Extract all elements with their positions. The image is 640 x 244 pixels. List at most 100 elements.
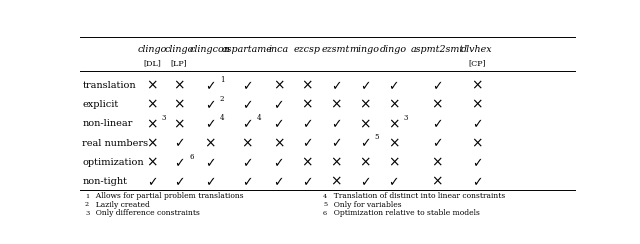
Text: $\checkmark$: $\checkmark$	[302, 117, 312, 131]
Text: $\times$: $\times$	[273, 79, 284, 93]
Text: 4: 4	[323, 194, 327, 199]
Text: 3: 3	[85, 211, 89, 216]
Text: translation: translation	[83, 81, 136, 90]
Text: non-tight: non-tight	[83, 177, 127, 186]
Text: Only for variables: Only for variables	[329, 201, 402, 209]
Text: $\times$: $\times$	[471, 98, 483, 112]
Text: Optimization relative to stable models: Optimization relative to stable models	[329, 209, 480, 217]
Text: 5: 5	[374, 133, 379, 142]
Text: $\checkmark$: $\checkmark$	[388, 175, 399, 188]
Text: dingo: dingo	[380, 44, 407, 53]
Text: $\times$: $\times$	[173, 98, 185, 112]
Text: 1: 1	[220, 76, 225, 84]
Text: $\checkmark$: $\checkmark$	[331, 137, 341, 150]
Text: ezsmt: ezsmt	[322, 44, 350, 53]
Text: $\times$: $\times$	[431, 155, 443, 169]
Text: $\checkmark$: $\checkmark$	[273, 156, 284, 169]
Text: non-linear: non-linear	[83, 120, 133, 129]
Text: Lazily created: Lazily created	[91, 201, 150, 209]
Text: 1: 1	[85, 194, 89, 199]
Text: $\checkmark$: $\checkmark$	[205, 156, 215, 169]
Text: 6: 6	[189, 153, 194, 161]
Text: $\checkmark$: $\checkmark$	[174, 175, 184, 188]
Text: inca: inca	[268, 44, 289, 53]
Text: $\checkmark$: $\checkmark$	[242, 175, 252, 188]
Text: 4: 4	[257, 114, 262, 122]
Text: $\checkmark$: $\checkmark$	[360, 79, 370, 92]
Text: $\checkmark$: $\checkmark$	[205, 117, 215, 131]
Text: $\checkmark$: $\checkmark$	[174, 156, 184, 169]
Text: $\times$: $\times$	[173, 79, 185, 93]
Text: $\times$: $\times$	[273, 136, 284, 150]
Text: ezcsp: ezcsp	[294, 44, 321, 53]
Text: $\checkmark$: $\checkmark$	[174, 137, 184, 150]
Text: $\times$: $\times$	[146, 155, 157, 169]
Text: dlvhex: dlvhex	[461, 44, 493, 53]
Text: $\checkmark$: $\checkmark$	[360, 137, 370, 150]
Text: $\checkmark$: $\checkmark$	[242, 98, 252, 111]
Text: $\checkmark$: $\checkmark$	[432, 137, 442, 150]
Text: $\times$: $\times$	[388, 155, 399, 169]
Text: $\times$: $\times$	[359, 155, 371, 169]
Text: $\times$: $\times$	[301, 98, 313, 112]
Text: $\checkmark$: $\checkmark$	[388, 79, 399, 92]
Text: optimization: optimization	[83, 158, 144, 167]
Text: $\times$: $\times$	[241, 136, 253, 150]
Text: $\checkmark$: $\checkmark$	[472, 117, 482, 131]
Text: $\checkmark$: $\checkmark$	[302, 137, 312, 150]
Text: $\times$: $\times$	[146, 79, 157, 93]
Text: $\times$: $\times$	[330, 174, 342, 188]
Text: $\times$: $\times$	[431, 98, 443, 112]
Text: $\checkmark$: $\checkmark$	[205, 175, 215, 188]
Text: [LP]: [LP]	[171, 59, 188, 67]
Text: mingo: mingo	[349, 44, 380, 53]
Text: real numbers: real numbers	[83, 139, 148, 148]
Text: $\times$: $\times$	[301, 155, 313, 169]
Text: Allows for partial problem translations: Allows for partial problem translations	[91, 193, 244, 201]
Text: $\times$: $\times$	[330, 98, 342, 112]
Text: 5: 5	[323, 203, 327, 207]
Text: explicit: explicit	[83, 100, 119, 109]
Text: $\times$: $\times$	[359, 117, 371, 131]
Text: 2: 2	[85, 203, 89, 207]
Text: $\times$: $\times$	[471, 136, 483, 150]
Text: $\checkmark$: $\checkmark$	[432, 79, 442, 92]
Text: $\checkmark$: $\checkmark$	[273, 117, 284, 131]
Text: clingo: clingo	[137, 44, 166, 53]
Text: $\times$: $\times$	[146, 136, 157, 150]
Text: $\times$: $\times$	[388, 136, 399, 150]
Text: $\checkmark$: $\checkmark$	[273, 175, 284, 188]
Text: 6: 6	[323, 211, 327, 216]
Text: $\checkmark$: $\checkmark$	[273, 98, 284, 111]
Text: $\times$: $\times$	[388, 117, 399, 131]
Text: $\checkmark$: $\checkmark$	[432, 117, 442, 131]
Text: clingo: clingo	[164, 44, 194, 53]
Text: 3: 3	[403, 114, 408, 122]
Text: aspmt2smt: aspmt2smt	[410, 44, 464, 53]
Text: 4: 4	[220, 114, 225, 122]
Text: $\times$: $\times$	[359, 98, 371, 112]
Text: 2: 2	[220, 95, 225, 103]
Text: $\times$: $\times$	[388, 98, 399, 112]
Text: [CP]: [CP]	[468, 59, 486, 67]
Text: $\checkmark$: $\checkmark$	[242, 156, 252, 169]
Text: $\checkmark$: $\checkmark$	[331, 117, 341, 131]
Text: $\times$: $\times$	[471, 79, 483, 93]
Text: $\checkmark$: $\checkmark$	[147, 175, 157, 188]
Text: $\times$: $\times$	[330, 155, 342, 169]
Text: aspartame: aspartame	[221, 44, 273, 53]
Text: $\checkmark$: $\checkmark$	[331, 79, 341, 92]
Text: $\times$: $\times$	[146, 98, 157, 112]
Text: $\times$: $\times$	[301, 79, 313, 93]
Text: Only difference constraints: Only difference constraints	[91, 209, 200, 217]
Text: $\checkmark$: $\checkmark$	[242, 117, 252, 131]
Text: $\times$: $\times$	[431, 174, 443, 188]
Text: $\times$: $\times$	[146, 117, 157, 131]
Text: $\checkmark$: $\checkmark$	[205, 79, 215, 92]
Text: clingcon: clingcon	[189, 44, 230, 53]
Text: $\checkmark$: $\checkmark$	[302, 175, 312, 188]
Text: $\checkmark$: $\checkmark$	[205, 98, 215, 111]
Text: Translation of distinct into linear constraints: Translation of distinct into linear cons…	[329, 193, 505, 201]
Text: $\times$: $\times$	[204, 136, 216, 150]
Text: [DL]: [DL]	[143, 59, 161, 67]
